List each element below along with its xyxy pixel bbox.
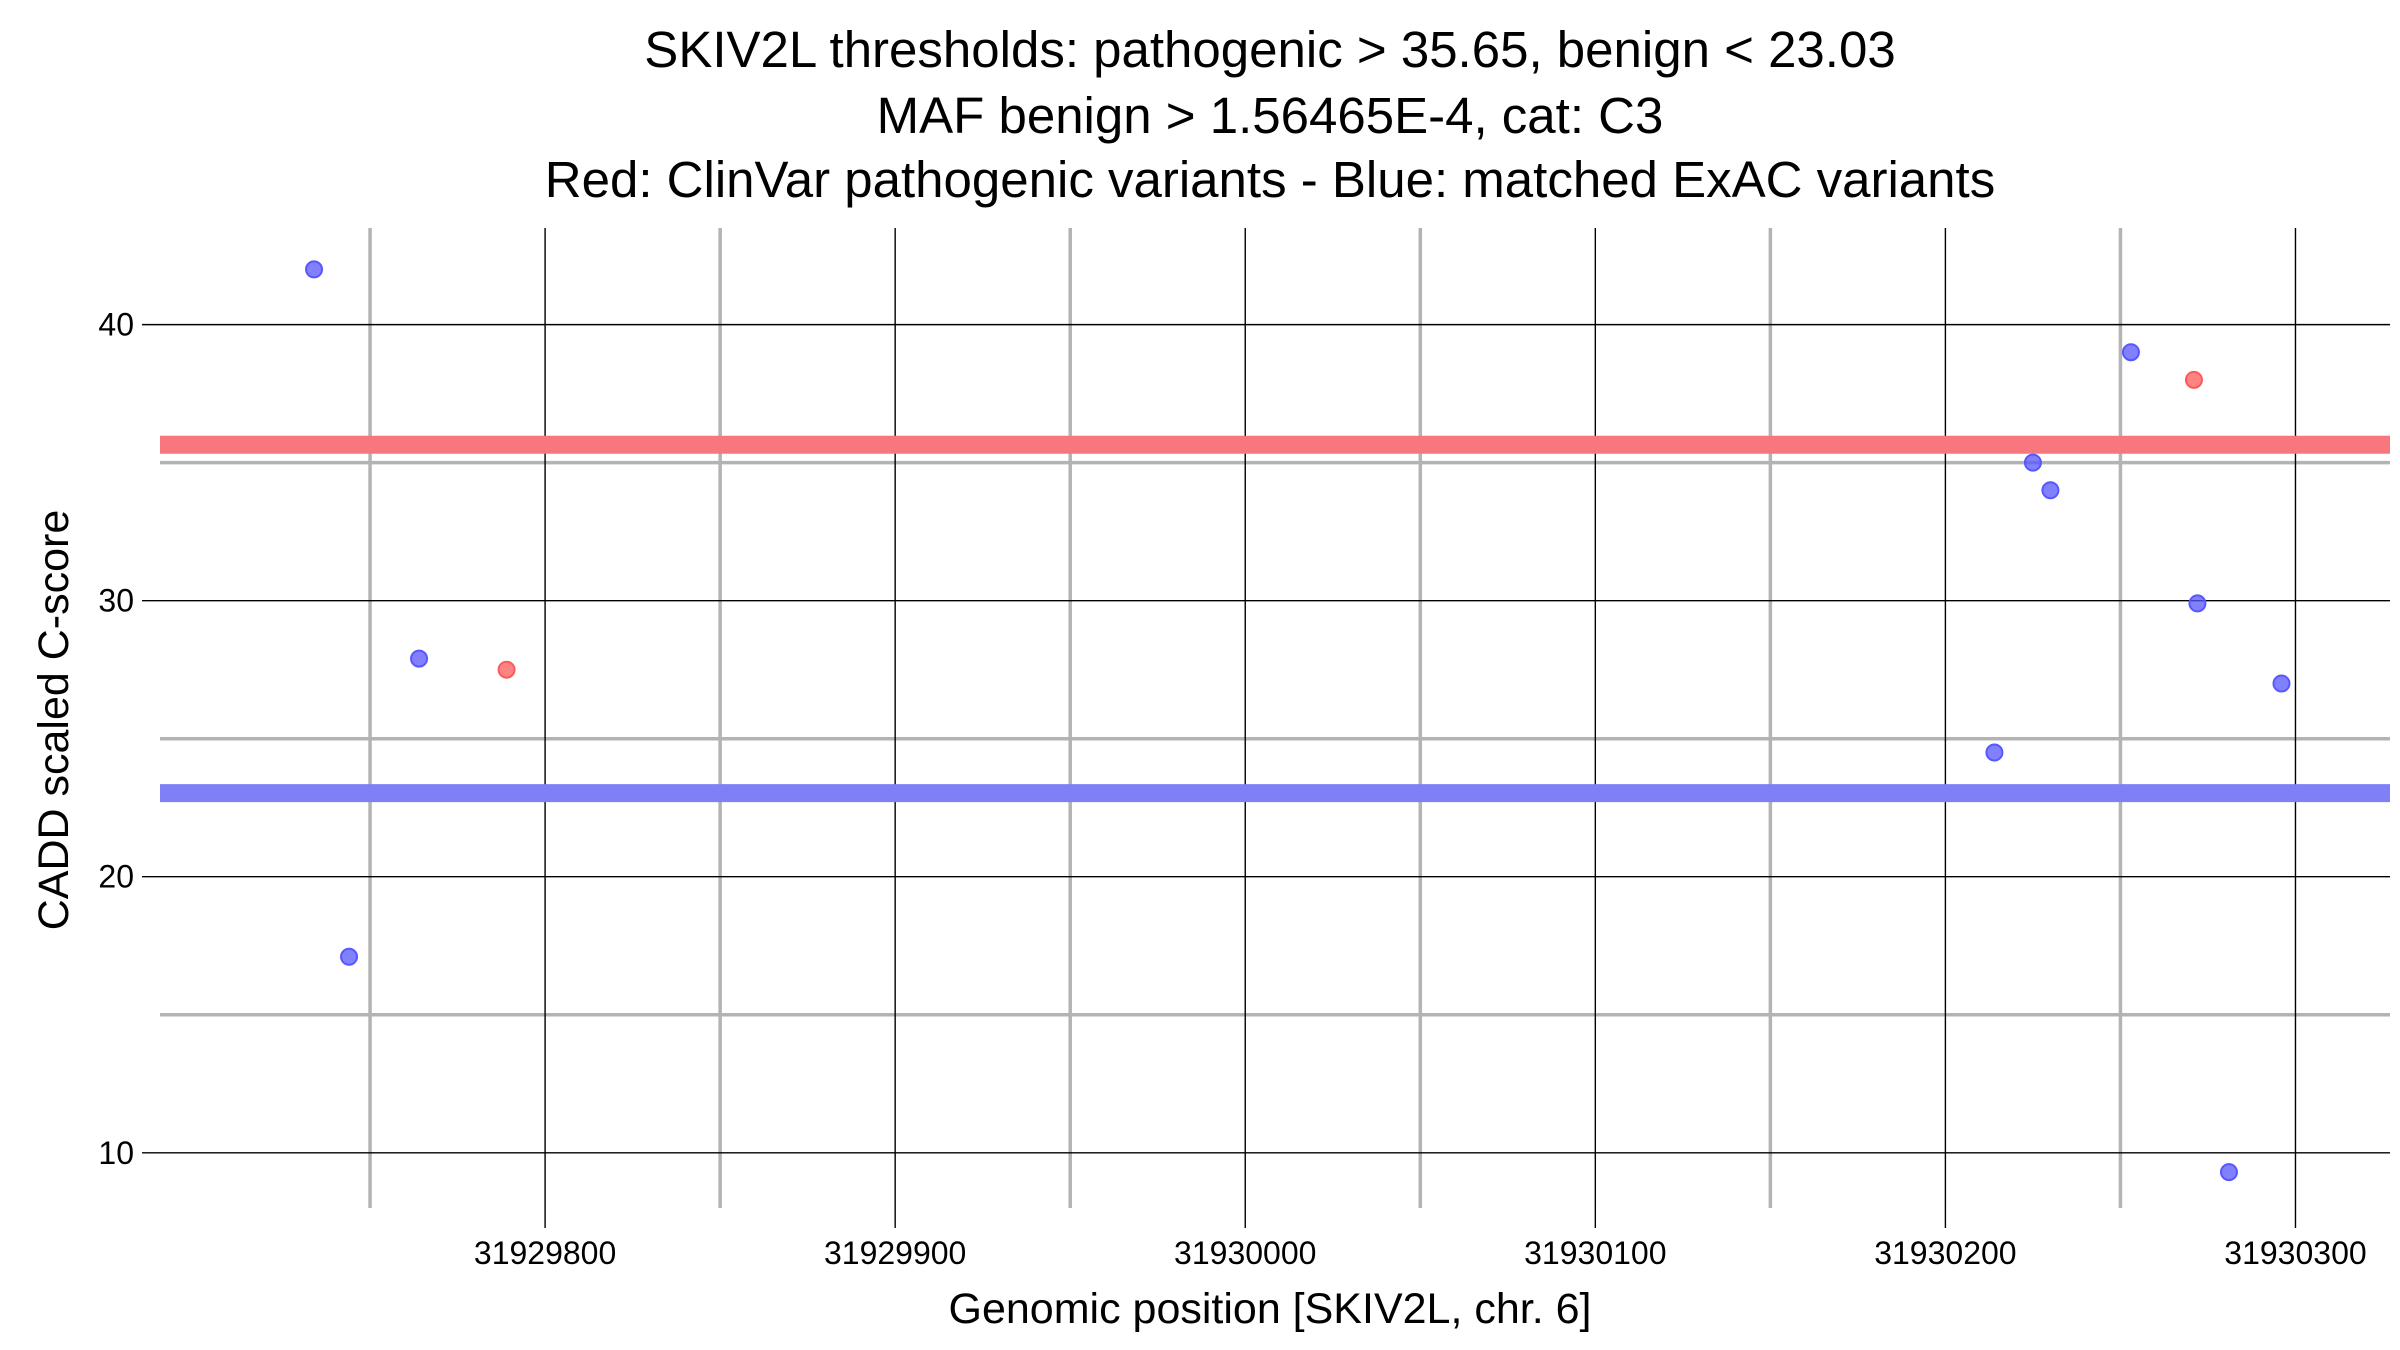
exac-variant-point: [2219, 1163, 2238, 1182]
x-axis-title: Genomic position [SKIV2L, chr. 6]: [949, 1285, 1592, 1333]
x-tick-label: 31930300: [2224, 1235, 2366, 1271]
chart-title-line-1: SKIV2L thresholds: pathogenic > 35.65, b…: [644, 21, 1895, 78]
x-tick-label: 31930200: [1874, 1235, 2016, 1271]
exac-variant-point: [410, 649, 429, 668]
chart-title-line-3: Red: ClinVar pathogenic variants - Blue:…: [545, 151, 1995, 208]
pathogenic-variant-point: [2184, 370, 2203, 389]
y-tick-label: 20: [98, 859, 134, 895]
pathogenic-variant-point: [497, 660, 516, 679]
exac-variant-point: [2272, 674, 2291, 693]
exac-variant-point: [2041, 481, 2060, 500]
exac-variant-point: [2023, 453, 2042, 472]
x-axis-ticks: 31929800 31929900 31930000 31930100 31930200…: [474, 1208, 2367, 1271]
exac-variant-point: [1985, 743, 2004, 762]
data-points: [305, 260, 2291, 1182]
x-tick-label: 31930100: [1524, 1235, 1666, 1271]
grid-lines: [160, 228, 2390, 1208]
x-tick-label: 31929800: [474, 1235, 616, 1271]
exac-variant-point: [2188, 594, 2207, 613]
y-tick-label: 30: [98, 583, 134, 619]
x-tick-label: 31929900: [824, 1235, 966, 1271]
y-axis-title: CADD scaled C-score: [30, 510, 78, 931]
x-tick-label: 31930000: [1174, 1235, 1316, 1271]
threshold-lines: [160, 435, 2390, 803]
exac-variant-point: [2121, 343, 2140, 362]
y-tick-label: 40: [98, 307, 134, 343]
y-tick-label: 10: [98, 1135, 134, 1171]
exac-variant-point: [340, 947, 359, 966]
exac-variant-point: [305, 260, 324, 279]
chart-title-line-2: MAF benign > 1.56465E-4, cat: C3: [877, 87, 1664, 144]
y-axis-ticks: 10 20 30 40: [98, 307, 160, 1171]
